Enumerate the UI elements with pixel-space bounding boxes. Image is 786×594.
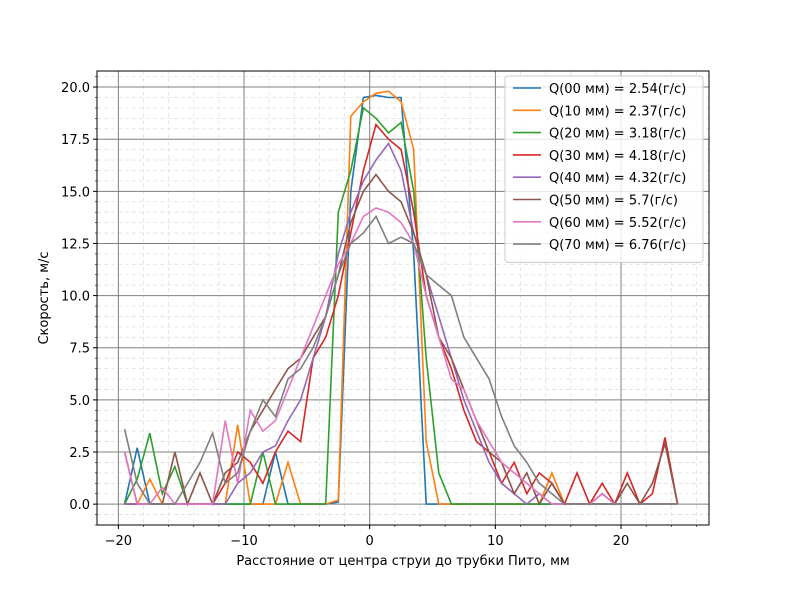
x-tick-label: 20: [613, 534, 630, 549]
x-tick-label: −10: [230, 534, 257, 549]
legend-label: Q(30 мм) = 4.18(г/с): [549, 149, 686, 164]
legend-label: Q(40 мм) = 4.32(г/с): [549, 171, 686, 186]
series-line: [123, 214, 678, 505]
legend-label: Q(20 мм) = 3.18(г/с): [549, 127, 686, 142]
y-tick-label: 7.5: [69, 342, 90, 357]
y-tick-label: 15.0: [61, 185, 90, 200]
y-tick-label: 12.5: [61, 237, 90, 252]
legend-label: Q(00 мм) = 2.54(г/с): [549, 82, 686, 97]
y-tick-label: 17.5: [61, 133, 90, 148]
y-tick-label: 5.0: [69, 394, 90, 409]
plot-frame: [96, 70, 710, 526]
legend-label: Q(10 мм) = 2.37(г/с): [549, 104, 686, 119]
legend-label: Q(50 мм) = 5.7(г/с): [549, 194, 678, 209]
legend-label: Q(70 мм) = 6.76(г/с): [549, 238, 686, 253]
legend-label: Q(60 мм) = 5.52(г/с): [549, 216, 686, 231]
y-axis-label: Скорость, м/с: [37, 251, 52, 344]
y-tick-label: 10.0: [61, 290, 90, 305]
series-line: [124, 122, 679, 506]
y-tick-label: 0.0: [69, 498, 90, 513]
x-tick-label: −20: [105, 534, 132, 549]
legend: Q(00 мм) = 2.54(г/с) Q(10 мм) = 2.37(г/с)…: [504, 75, 704, 263]
x-axis-label: Расстояние от центра струи до трубки Пит…: [236, 554, 569, 569]
y-tick-label: 2.5: [69, 446, 90, 461]
y-tick-label: 20.0: [61, 81, 90, 96]
x-tick-label: 10: [487, 534, 504, 549]
legend-box: [504, 75, 704, 263]
x-tick-label: 0: [366, 534, 374, 549]
